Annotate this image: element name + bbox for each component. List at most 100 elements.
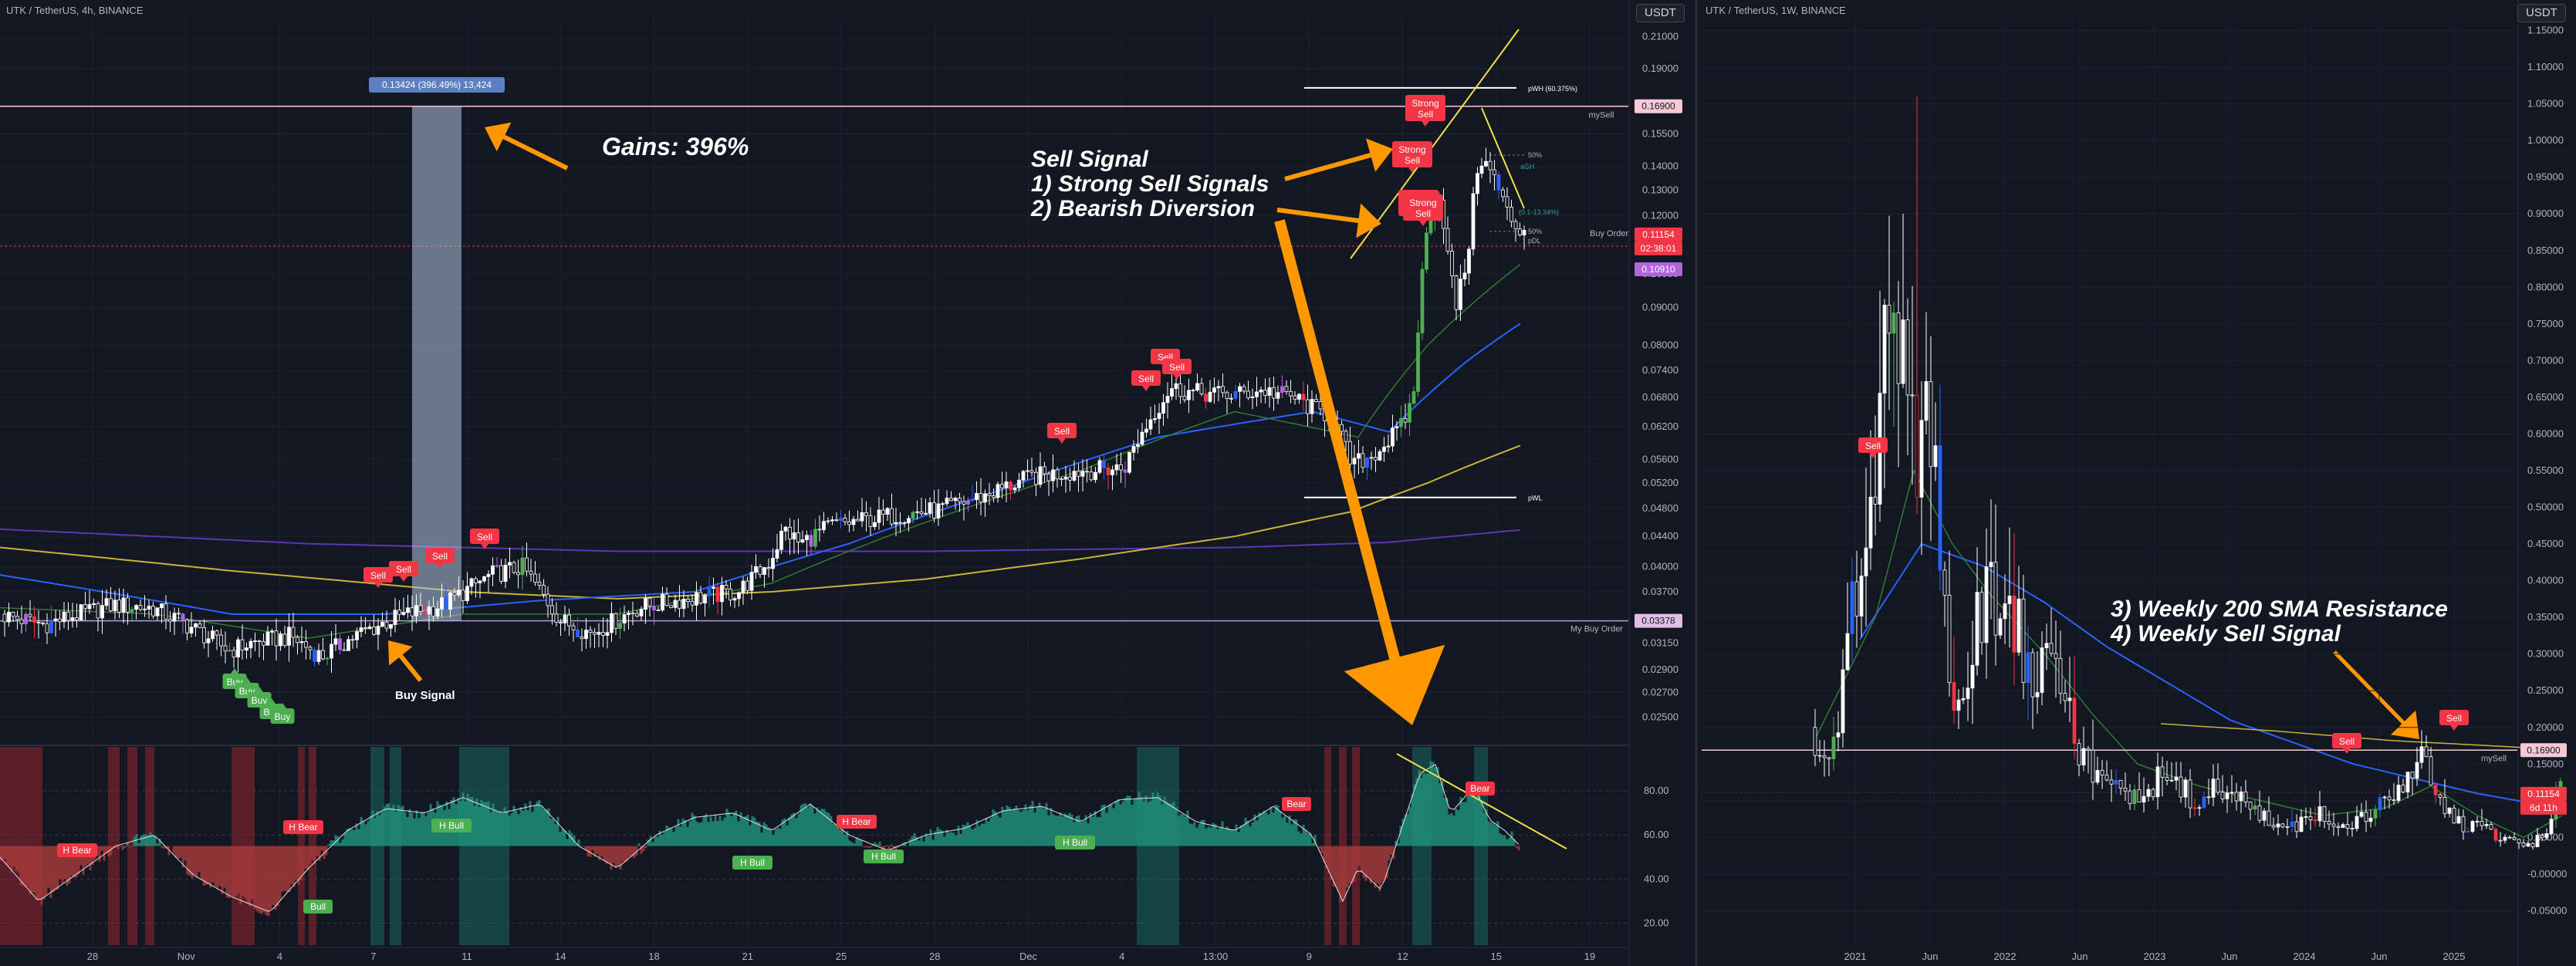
right-price-axis-label: 0.60000 xyxy=(2527,427,2564,439)
weekly-candle-body xyxy=(1961,698,1966,701)
candle-body xyxy=(597,632,601,635)
candle-body xyxy=(839,518,843,521)
right-currency-button[interactable]: USDT xyxy=(2517,4,2566,22)
time-axis-label: 19 xyxy=(1584,951,1595,962)
candle-body xyxy=(601,632,605,636)
right-candles xyxy=(1813,96,2563,850)
candle-body xyxy=(215,630,219,636)
candle-body xyxy=(724,585,729,589)
weekly-candle-body xyxy=(2211,779,2216,798)
candle-body xyxy=(1165,396,1170,404)
weekly-candle-body xyxy=(2095,769,2100,783)
right-price-axis-label: 0.35000 xyxy=(2527,611,2564,623)
candle-body xyxy=(864,512,868,516)
candle-body xyxy=(1471,193,1476,250)
candle-body xyxy=(465,586,469,602)
h-bear-label: H Bear xyxy=(289,822,317,833)
weekly-candle-body xyxy=(1915,394,1919,498)
candle-body xyxy=(975,493,979,501)
candle-body xyxy=(907,518,911,524)
weekly-candle-body xyxy=(1989,562,1993,568)
candle-body xyxy=(1348,441,1352,464)
candle-body xyxy=(593,632,597,635)
weekly-candle-body xyxy=(2206,796,2211,799)
weekly-candle-body xyxy=(2086,748,2091,751)
weekly-candle-body xyxy=(2480,821,2484,826)
pdl-label: pDL xyxy=(1528,237,1541,245)
candle-body xyxy=(788,526,792,540)
weekly-candle-body xyxy=(2257,805,2262,821)
weekly-candle-body xyxy=(2239,791,2243,802)
osc-trend-line xyxy=(1396,753,1567,849)
right-price-axis-label: 0.15000 xyxy=(2527,758,2564,769)
candle-body xyxy=(321,650,325,660)
candle-body xyxy=(695,592,698,606)
fib-pct-label: (0.1-13.34%) xyxy=(1519,208,1559,216)
candle-body xyxy=(1505,196,1509,208)
candle-body xyxy=(796,532,800,542)
weekly-sell-arrow xyxy=(2333,650,2419,739)
weekly-candle-body xyxy=(2160,766,2165,778)
sma-yellow-line xyxy=(0,444,1521,600)
candle-body xyxy=(372,627,376,635)
weekly-tag-my-sell: 0.16900 xyxy=(2527,745,2561,755)
gains-arrow xyxy=(485,122,569,171)
candle-body xyxy=(482,576,486,582)
candle-body xyxy=(1394,426,1399,429)
candle-body xyxy=(520,557,525,576)
weekly-candle-body xyxy=(2489,824,2493,830)
weekly-candle-body xyxy=(2137,789,2142,802)
tag-my-buy-order-bg xyxy=(1635,613,1682,628)
candle-body xyxy=(79,604,83,621)
weekly-candle-body xyxy=(1924,381,1929,421)
candle-body xyxy=(766,567,771,569)
left-currency-button[interactable]: USDT xyxy=(1636,4,1685,22)
candle-body xyxy=(783,526,788,532)
candle-body xyxy=(1259,390,1263,393)
time-axis-label: 4 xyxy=(277,951,282,962)
weekly-candle-body xyxy=(1831,736,1836,759)
candle-body xyxy=(257,640,262,642)
weekly-candle-body xyxy=(2549,819,2554,834)
tag-buy-order-bg xyxy=(1635,262,1682,277)
time-axis-label: 21 xyxy=(742,951,753,962)
candle-body xyxy=(890,508,894,525)
strong-sell-signal: Sell xyxy=(1415,208,1431,219)
candle-body xyxy=(1293,395,1297,400)
time-axis-label: 7 xyxy=(370,951,376,962)
candle-body xyxy=(1310,399,1314,414)
price-axis-label: 0.05200 xyxy=(1642,477,1678,488)
candle-body xyxy=(338,638,342,650)
price-axis-label: 0.03150 xyxy=(1642,637,1678,649)
candle-body xyxy=(313,649,316,662)
price-axis-label: 0.02900 xyxy=(1642,664,1678,675)
candle-body xyxy=(885,508,890,515)
bear-label-box xyxy=(1282,797,1311,811)
weekly-candle-body xyxy=(2280,823,2285,827)
time-axis-label: 15 xyxy=(1491,951,1502,962)
time-axis-label: 12 xyxy=(1397,951,1408,962)
time-axis-label: Nov xyxy=(177,951,196,962)
weekly-candle-body xyxy=(1947,594,1952,684)
candle-body xyxy=(983,493,987,503)
candle-body xyxy=(647,597,652,607)
candle-body xyxy=(219,634,223,647)
weekly-candle-body xyxy=(2169,779,2174,782)
candle-body xyxy=(813,529,817,547)
candle-body xyxy=(546,593,550,606)
candle-body xyxy=(1297,393,1301,400)
candle-body xyxy=(881,509,885,515)
candle-body xyxy=(941,503,945,505)
weekly-candle-body xyxy=(2142,795,2146,802)
right-price-axis-label: 0.85000 xyxy=(2527,245,2564,256)
strong-sell-signal: Sell xyxy=(1418,109,1433,120)
weekly-candle-body xyxy=(1817,755,1822,757)
candle-body xyxy=(1170,388,1174,397)
candle-body xyxy=(380,621,384,627)
candle-body xyxy=(1450,251,1454,277)
weekly-candle-body xyxy=(2313,819,2317,822)
pwh-label: pWH (60.375%) xyxy=(1528,85,1577,93)
sell-signal: Sell xyxy=(1054,426,1070,437)
candle-body xyxy=(308,647,313,650)
